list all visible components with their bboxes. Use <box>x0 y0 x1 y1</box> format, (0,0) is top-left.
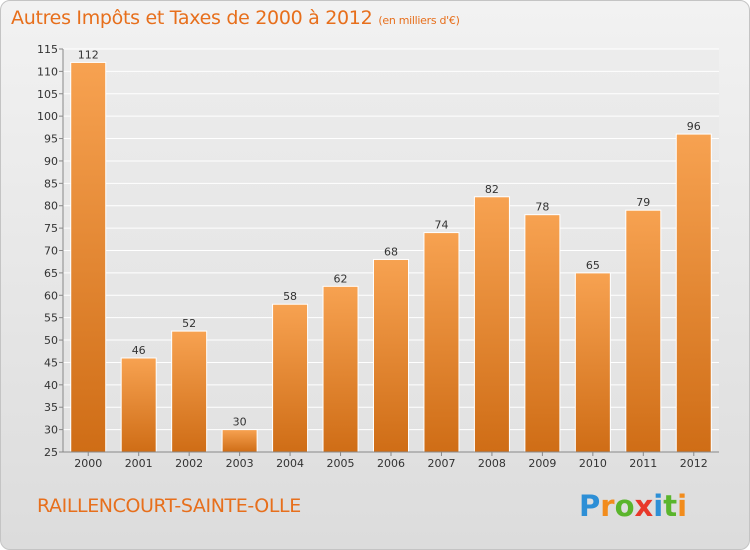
bar-value-label: 30 <box>233 416 247 429</box>
bar <box>473 196 510 453</box>
chart-title-text: Autres Impôts et Taxes de 2000 à 2012 <box>11 7 373 29</box>
bar-value-label: 68 <box>384 245 398 258</box>
bar <box>272 303 309 453</box>
y-tick-label: 95 <box>44 133 58 146</box>
x-tick-label: 2006 <box>377 457 405 470</box>
x-tick-label: 2004 <box>276 457 304 470</box>
y-tick-label: 30 <box>44 424 58 437</box>
y-tick-label: 40 <box>44 379 58 392</box>
chart-title: Autres Impôts et Taxes de 2000 à 2012 (en… <box>11 7 460 29</box>
bar-value-label: 74 <box>434 219 448 232</box>
x-tick-label: 2007 <box>427 457 455 470</box>
x-tick-label: 2002 <box>175 457 203 470</box>
bar-value-label: 58 <box>283 290 297 303</box>
logo-letter: P <box>579 489 601 523</box>
bar <box>120 357 157 453</box>
logo-letter: x <box>634 489 654 523</box>
y-axis: 25 30 35 40 45 50 55 60 65 70 75 80 85 90 95 100 105 110 1… <box>37 43 64 459</box>
logo-letter: r <box>600 489 615 523</box>
bar-value-label: 112 <box>78 48 99 61</box>
y-tick-label: 75 <box>44 222 58 235</box>
y-tick-label: 110 <box>37 65 58 78</box>
bar-value-label: 82 <box>485 183 499 196</box>
bar <box>524 214 561 453</box>
bar <box>625 209 662 453</box>
x-tick-label: 2000 <box>74 457 102 470</box>
commune-name: RAILLENCOURT-SAINTE-OLLE <box>37 495 301 517</box>
bar-value-label: 79 <box>636 196 650 209</box>
x-tick-label: 2012 <box>680 457 708 470</box>
chart-unit-note: (en milliers d'€) <box>378 14 460 27</box>
y-tick-label: 90 <box>44 155 58 168</box>
proxiti-logo: Proxiti <box>579 489 687 523</box>
logo-letter: t <box>663 489 678 523</box>
y-tick-label: 115 <box>37 43 58 56</box>
bar-value-label: 46 <box>132 344 146 357</box>
x-tick-label: 2008 <box>478 457 506 470</box>
x-axis: 2000 2001 2002 2003 2004 2005 2006 2007 2008 2009… <box>63 451 719 470</box>
bar-value-label: 52 <box>182 317 196 330</box>
y-tick-label: 60 <box>44 289 58 302</box>
y-tick-label: 100 <box>37 110 58 123</box>
y-tick-label: 55 <box>44 312 58 325</box>
x-tick-label: 2001 <box>125 457 153 470</box>
bar-value-label: 96 <box>687 120 701 133</box>
bar <box>221 429 258 453</box>
x-tick-label: 2005 <box>327 457 355 470</box>
logo-letter: o <box>614 489 635 523</box>
y-tick-label: 85 <box>44 177 58 190</box>
bar <box>373 258 409 453</box>
y-tick-label: 80 <box>44 200 58 213</box>
y-tick-label: 70 <box>44 245 58 258</box>
bar-value-label: 65 <box>586 259 600 272</box>
y-tick-label: 105 <box>37 88 58 101</box>
y-tick-label: 45 <box>44 356 58 369</box>
x-tick-label: 2003 <box>226 457 254 470</box>
bar <box>322 285 359 453</box>
y-tick-label: 50 <box>44 334 58 347</box>
x-tick-label: 2010 <box>579 457 607 470</box>
y-tick-label: 65 <box>44 267 58 280</box>
bar <box>70 61 107 453</box>
bar <box>171 330 208 453</box>
y-tick-label: 35 <box>44 401 58 414</box>
bar <box>423 232 460 453</box>
bar-value-label: 62 <box>334 272 348 285</box>
bar <box>574 272 611 453</box>
bar-value-label: 78 <box>535 201 549 214</box>
x-tick-label: 2011 <box>629 457 657 470</box>
x-tick-label: 2009 <box>528 457 556 470</box>
bar <box>675 133 712 453</box>
logo-letter: i <box>653 489 664 523</box>
bars: 112 46 52 30 58 62 68 74 82 78 65 79 96 <box>70 48 712 453</box>
y-tick-label: 25 <box>44 446 58 459</box>
logo-letter: i <box>677 489 688 523</box>
